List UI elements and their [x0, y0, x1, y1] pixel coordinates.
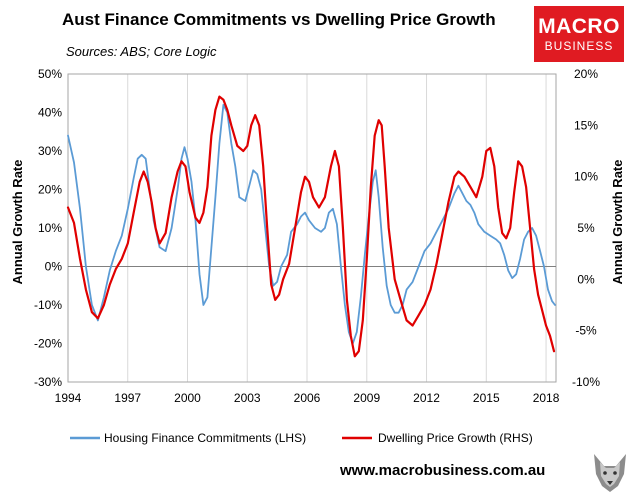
chart-subtitle: Sources: ABS; Core Logic: [66, 44, 217, 59]
series-layer: [66, 95, 556, 358]
x-tick-label: 1994: [55, 391, 82, 405]
left-axis-label: Annual Growth Rate: [10, 160, 25, 285]
x-tick-label: 2018: [533, 391, 560, 405]
left-tick-label: 30%: [38, 144, 62, 158]
series-line-housing-finance: [67, 103, 556, 345]
right-tick-label: -10%: [572, 375, 600, 389]
x-tick-label: 2006: [294, 391, 321, 405]
x-tick-label: 2000: [174, 391, 201, 405]
x-tick-label: 2015: [473, 391, 500, 405]
right-tick-label: 0%: [577, 272, 595, 286]
legend-label: Dwelling Price Growth (RHS): [378, 431, 533, 445]
right-tick-label: 5%: [577, 221, 595, 235]
left-tick-label: 10%: [38, 221, 62, 235]
x-tick-label: 2003: [234, 391, 261, 405]
x-tick-label: 2012: [413, 391, 440, 405]
logo-line-2: BUSINESS: [544, 39, 614, 53]
logo-line-1: MACRO: [538, 15, 620, 38]
right-tick-label: 20%: [574, 67, 598, 81]
right-tick-label: -5%: [575, 324, 597, 338]
left-tick-label: 50%: [38, 67, 62, 81]
left-tick-label: 20%: [38, 183, 62, 197]
macrobusiness-logo: MACRO BUSINESS: [534, 6, 624, 62]
left-tick-label: 0%: [45, 260, 63, 274]
wolf-logo-icon: [594, 454, 626, 492]
legend-label: Housing Finance Commitments (LHS): [104, 431, 306, 445]
chart-title: Aust Finance Commitments vs Dwelling Pri…: [62, 10, 496, 29]
plot-border: [67, 73, 557, 383]
series-line-dwelling-price: [66, 95, 556, 358]
plot-area: [67, 73, 557, 383]
x-tick-label: 1997: [114, 391, 141, 405]
website-url: www.macrobusiness.com.au: [340, 462, 546, 479]
right-axis-ticks: 20% 15% 10% 5% 0% -5% -10%: [572, 67, 600, 389]
x-axis-ticks: 1994 1997 2000 2003 2006 2009 2012 2015 2018: [55, 391, 560, 405]
right-axis-label: Annual Growth Rate: [610, 160, 625, 285]
left-axis-ticks: 50% 40% 30% 20% 10% 0% -10% -20% -30%: [34, 67, 62, 389]
right-tick-label: 10%: [574, 170, 598, 184]
left-tick-label: -20%: [34, 337, 62, 351]
right-tick-label: 15%: [574, 118, 598, 132]
left-tick-label: 40%: [38, 106, 62, 120]
left-tick-label: -30%: [34, 375, 62, 389]
x-tick-label: 2009: [353, 391, 380, 405]
vertical-gridlines: [67, 74, 547, 382]
left-tick-label: -10%: [34, 298, 62, 312]
legend: Housing Finance Commitments (LHS) Dwellin…: [70, 431, 533, 445]
